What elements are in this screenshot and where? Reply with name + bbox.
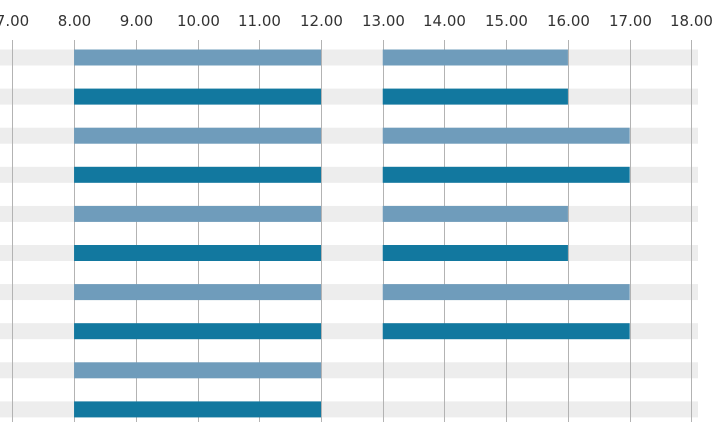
x-axis-ticks: 7.00 8.00 9.00 10.00 11.00 12.00 13.00 14.00 15.…	[0, 12, 713, 30]
bar	[74, 362, 322, 379]
bar	[382, 88, 568, 105]
x-tick-label: 11.00	[238, 12, 281, 30]
row-bands	[0, 49, 698, 418]
bar	[74, 323, 322, 340]
bar	[74, 49, 322, 66]
bar	[382, 127, 630, 144]
bar	[74, 166, 322, 183]
bar	[74, 205, 322, 222]
x-tick-label: 15.00	[485, 12, 528, 30]
x-tick-label: 16.00	[547, 12, 590, 30]
x-tick-label: 18.00	[670, 12, 713, 30]
bar	[74, 401, 322, 418]
bar	[382, 166, 630, 183]
bar	[74, 284, 322, 301]
bar	[382, 245, 568, 261]
bar	[382, 323, 630, 340]
x-tick-label: 9.00	[120, 12, 153, 30]
bar	[382, 205, 568, 222]
bar	[74, 88, 322, 105]
x-tick-label: 14.00	[423, 12, 466, 30]
x-tick-label: 12.00	[300, 12, 343, 30]
x-tick-label: 13.00	[362, 12, 405, 30]
x-tick-label: 10.00	[177, 12, 220, 30]
bars	[74, 49, 630, 418]
x-tick-label: 7.00	[0, 12, 29, 30]
bar	[74, 245, 322, 261]
x-tick-label: 17.00	[609, 12, 652, 30]
x-tick-label: 8.00	[58, 12, 91, 30]
bar	[382, 49, 568, 66]
bar	[382, 284, 630, 301]
bar	[74, 127, 322, 144]
